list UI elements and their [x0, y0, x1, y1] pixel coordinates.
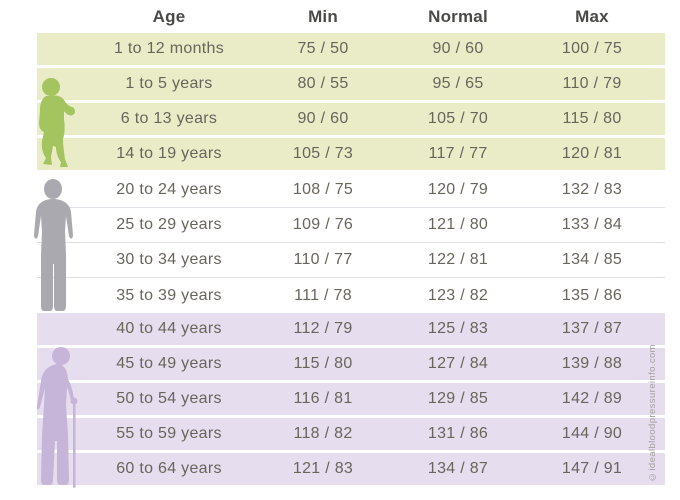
table-row: 55 to 59 years 118 / 82 131 / 86 144 / 9…: [37, 418, 665, 453]
min-cell: 108 / 75: [292, 181, 354, 198]
max-cell: 135 / 86: [561, 286, 623, 304]
normal-cell: 125 / 83: [427, 320, 489, 337]
age-cell: 1 to 5 years: [125, 75, 213, 92]
table-row: 60 to 64 years 121 / 83 134 / 87 147 / 9…: [37, 453, 665, 488]
watermark-credit: ©idealbloodpressureinfo.com: [647, 344, 658, 482]
min-cell: 105 / 73: [292, 145, 354, 162]
min-cell: 118 / 82: [293, 425, 353, 442]
max-cell: 110 / 79: [562, 75, 622, 92]
age-cell: 60 to 64 years: [116, 460, 222, 477]
normal-cell: 129 / 85: [427, 390, 489, 407]
normal-cell: 121 / 80: [427, 216, 489, 233]
table-header-row: Age Min Normal Max: [37, 0, 665, 33]
min-cell: 80 / 55: [297, 75, 349, 92]
max-cell: 137 / 87: [561, 320, 623, 337]
normal-cell: 90 / 60: [432, 40, 484, 57]
normal-cell: 95 / 65: [432, 75, 484, 92]
min-cell: 109 / 76: [292, 216, 354, 233]
normal-cell: 123 / 82: [427, 286, 489, 304]
max-cell: 142 / 89: [561, 390, 623, 407]
table-row: 45 to 49 years 115 / 80 127 / 84 139 / 8…: [37, 348, 665, 383]
age-cell: 45 to 49 years: [116, 355, 222, 372]
column-header-normal: Normal: [428, 6, 488, 26]
normal-cell: 122 / 81: [427, 251, 489, 268]
table-row: 30 to 34 years 110 / 77 122 / 81 134 / 8…: [37, 243, 665, 278]
normal-cell: 120 / 79: [427, 181, 489, 198]
table-row: 40 to 44 years 112 / 79 125 / 83 137 / 8…: [37, 313, 665, 348]
table-row: 14 to 19 years 105 / 73 117 / 77 120 / 8…: [37, 138, 665, 173]
age-cell: 14 to 19 years: [116, 145, 222, 162]
min-cell: 111 / 78: [294, 286, 352, 304]
age-cell: 40 to 44 years: [116, 320, 222, 337]
age-cell: 35 to 39 years: [116, 286, 222, 304]
max-cell: 132 / 83: [561, 181, 623, 198]
max-cell: 115 / 80: [562, 110, 622, 127]
min-cell: 90 / 60: [297, 110, 349, 127]
age-cell: 30 to 34 years: [116, 251, 222, 268]
max-cell: 134 / 85: [561, 251, 623, 268]
max-cell: 100 / 75: [561, 40, 623, 57]
max-cell: 139 / 88: [561, 355, 623, 372]
max-cell: 133 / 84: [561, 216, 623, 233]
column-header-min: Min: [308, 6, 338, 26]
age-cell: 50 to 54 years: [116, 390, 222, 407]
table-row: 1 to 12 months 75 / 50 90 / 60 100 / 75: [37, 33, 665, 68]
max-cell: 120 / 81: [561, 145, 623, 162]
min-cell: 116 / 81: [293, 390, 353, 407]
age-cell: 1 to 12 months: [113, 40, 225, 57]
table-body: 1 to 12 months 75 / 50 90 / 60 100 / 75 …: [37, 33, 665, 488]
table-row: 25 to 29 years 109 / 76 121 / 80 133 / 8…: [37, 208, 665, 243]
max-cell: 144 / 90: [561, 425, 623, 442]
min-cell: 75 / 50: [297, 40, 349, 57]
age-cell: 25 to 29 years: [116, 216, 222, 233]
age-cell: 6 to 13 years: [120, 110, 218, 127]
normal-cell: 134 / 87: [427, 460, 489, 477]
normal-cell: 127 / 84: [427, 355, 489, 372]
normal-cell: 117 / 77: [428, 145, 488, 162]
table-row: 35 to 39 years 111 / 78 123 / 82 135 / 8…: [37, 278, 665, 313]
min-cell: 115 / 80: [293, 355, 353, 372]
min-cell: 110 / 77: [293, 251, 353, 268]
age-cell: 20 to 24 years: [116, 181, 222, 198]
table-row: 1 to 5 years 80 / 55 95 / 65 110 / 79: [37, 68, 665, 103]
table-row: 50 to 54 years 116 / 81 129 / 85 142 / 8…: [37, 383, 665, 418]
column-header-age: Age: [152, 6, 186, 26]
table-row: 20 to 24 years 108 / 75 120 / 79 132 / 8…: [37, 173, 665, 208]
min-cell: 121 / 83: [292, 460, 354, 477]
max-cell: 147 / 91: [561, 460, 623, 477]
age-cell: 55 to 59 years: [116, 425, 222, 442]
column-header-max: Max: [575, 6, 609, 26]
table-row: 6 to 13 years 90 / 60 105 / 70 115 / 80: [37, 103, 665, 138]
normal-cell: 105 / 70: [427, 110, 489, 127]
normal-cell: 131 / 86: [427, 425, 489, 442]
min-cell: 112 / 79: [293, 320, 353, 337]
